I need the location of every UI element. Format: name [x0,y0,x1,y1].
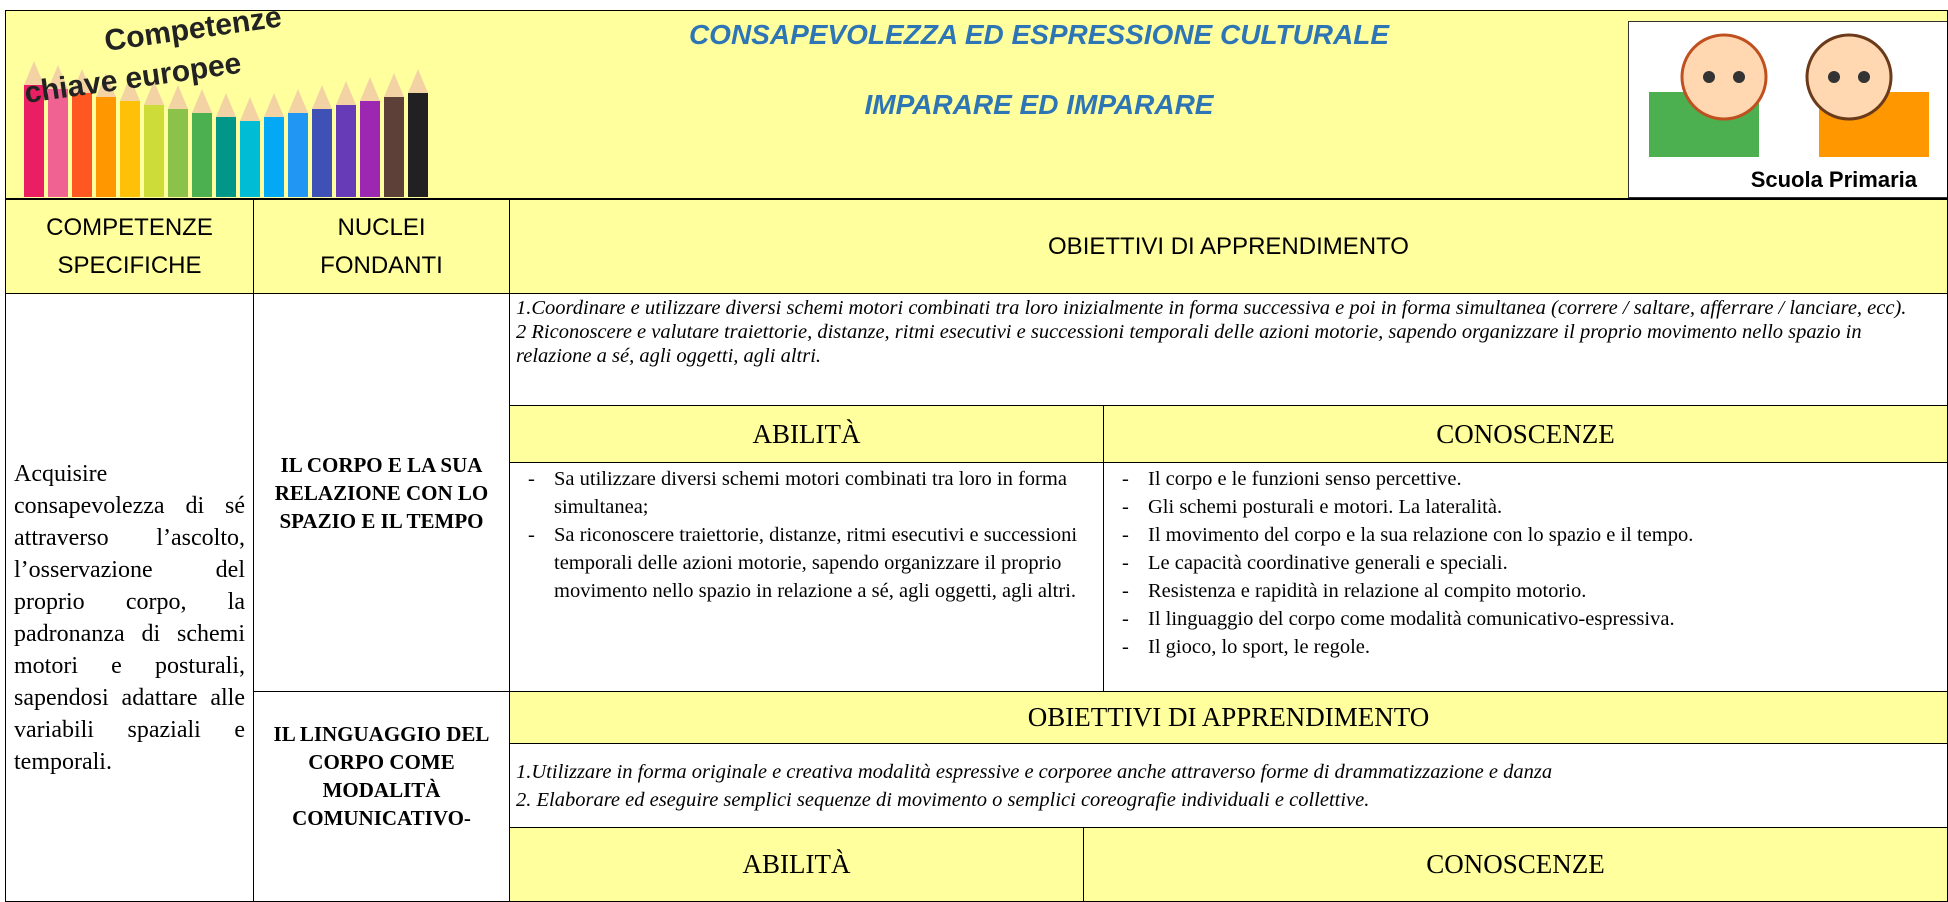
subtitle: IMPARARE ED IMPARARE [864,89,1214,120]
nucleo: IL LINGUAGGIO DEL CORPO COME MODALITÀ CO… [253,691,510,902]
conoscenze-item: Il gioco, lo sport, le regole. [1122,633,1943,661]
column-header: COMPETENZE SPECIFICHE [5,199,254,294]
column-header: NUCLEI FONDANTI [253,199,510,294]
objective: 2 Riconoscere e valutare traiettorie, di… [516,321,1862,367]
objectives: 1.Coordinare e utilizzare diversi schemi… [509,293,1948,406]
abilita-header: ABILITÀ [509,405,1104,463]
conoscenze-item: Il linguaggio del corpo come modalità co… [1122,605,1943,633]
badge-illustration [1649,33,1929,157]
objectives: 1.Utilizzare in forma originale e creati… [509,743,1948,828]
nucleo: IL CORPO E LA SUA RELAZIONE CON LO SPAZI… [253,293,510,692]
conoscenze-item: Gli schemi posturali e motori. La latera… [1122,493,1943,521]
objective: 1.Utilizzare in forma originale e creati… [516,761,1553,783]
badge-text: Scuola Primaria [1750,167,1917,192]
abilita-list: Sa utilizzare diversi schemi motori comb… [510,463,1103,605]
title: CONSAPEVOLEZZA ED ESPRESSIONE CULTURALE [688,19,1390,50]
conoscenze-item: Il corpo e le funzioni senso percettive. [1122,465,1943,493]
conoscenze-item: Le capacità coordinative generali e spec… [1122,549,1943,577]
abilita-header: ABILITÀ [509,827,1084,902]
conoscenze-list: Il corpo e le funzioni senso percettive.… [1104,463,1947,661]
objective: 2. Elaborare ed eseguire semplici sequen… [516,789,1370,811]
conoscenze-item: Il movimento del corpo e la sua relazion… [1122,521,1943,549]
header: Competenze chiave europee CONSAPEVOLEZZA… [5,10,1948,199]
conoscenze-header: CONOSCENZE [1083,827,1948,902]
conoscenze-header: CONOSCENZE [1103,405,1948,463]
conoscenze-cell: Il corpo e le funzioni senso percettive.… [1103,462,1948,692]
logo: Competenze chiave europee [22,11,428,197]
abilita-item: Sa riconoscere traiettorie, distanze, ri… [528,521,1099,605]
column-header: OBIETTIVI DI APPRENDIMENTO [509,199,1948,294]
badge: Scuola Primaria [1628,21,1947,198]
abilita-cell: Sa utilizzare diversi schemi motori comb… [509,462,1104,692]
conoscenze-item: Resistenza e rapidità in relazione al co… [1122,577,1943,605]
competenza-cell: Acquisire consapevolezza di sé attravers… [5,293,254,902]
objectives-header: OBIETTIVI DI APPRENDIMENTO [509,691,1948,744]
competenza: Acquisire consapevolezza di sé attravers… [14,460,245,775]
objective: 1.Coordinare e utilizzare diversi schemi… [516,297,1907,319]
logo-text: Competenze [102,11,283,58]
abilita-item: Sa utilizzare diversi schemi motori comb… [528,465,1099,521]
